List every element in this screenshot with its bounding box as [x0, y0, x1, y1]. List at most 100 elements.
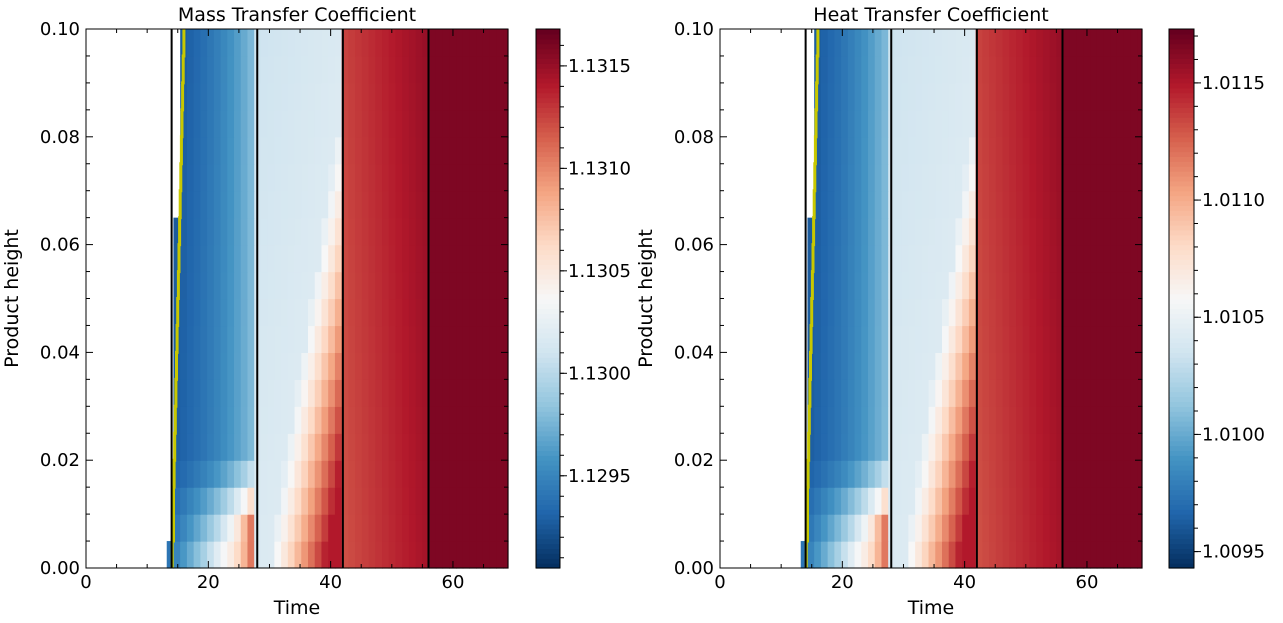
heatmap-cell: [200, 109, 208, 138]
heatmap-cell: [281, 82, 289, 111]
heatmap-cell: [482, 109, 491, 138]
colorbar-segment: [1169, 63, 1194, 69]
heatmap-cell: [1029, 433, 1037, 461]
colorbar-segment: [536, 244, 560, 251]
heatmap-cell: [180, 460, 188, 488]
heatmap-cell: [442, 109, 450, 138]
heatmap-cell: [962, 487, 970, 515]
heatmap-cell: [442, 541, 450, 569]
heatmap-cell: [260, 217, 269, 246]
heatmap-cell: [908, 298, 916, 327]
colorbar-segment: [536, 381, 560, 388]
heatmap-cell: [328, 433, 336, 461]
y-tick-label: 0.02: [40, 450, 80, 471]
heatmap-cell: [921, 109, 930, 138]
colorbar-segment: [1169, 430, 1194, 437]
heatmap-cell: [1036, 29, 1044, 57]
heatmap-cell: [435, 29, 444, 57]
heatmap-cell: [456, 190, 464, 219]
heatmap-cell: [1116, 55, 1125, 84]
heatmap-cell: [1002, 298, 1010, 327]
heatmap-cell: [1083, 433, 1091, 461]
heatmap-cell: [274, 541, 282, 569]
heatmap-cell: [415, 325, 423, 353]
colorbar-segment: [536, 499, 560, 505]
heatmap-cell: [1103, 217, 1111, 246]
heatmap-cell: [820, 109, 829, 138]
heatmap-cell: [1049, 406, 1057, 434]
heatmap-cell: [207, 244, 215, 273]
heatmap-cell: [220, 487, 228, 515]
heatmap-cell: [1036, 136, 1044, 165]
heatmap-cell: [213, 82, 222, 111]
heatmap-cell: [274, 244, 282, 273]
heatmap-cell: [1029, 29, 1037, 57]
heatmap-cell: [429, 136, 437, 165]
heatmap-cell: [348, 109, 356, 138]
x-tick-label: 60: [442, 572, 465, 593]
heatmap-cell: [429, 163, 437, 192]
heatmap-cell: [1002, 460, 1010, 488]
heatmap-cell: [921, 82, 930, 111]
heatmap-cell: [456, 271, 464, 300]
heatmap-cell: [341, 514, 349, 542]
heatmap-cell: [968, 29, 977, 57]
heatmap-cell: [921, 352, 930, 380]
heatmap-cell: [382, 82, 390, 111]
heatmap-cell: [868, 352, 876, 380]
heatmap-cell: [1096, 163, 1105, 192]
heatmap-cell: [874, 244, 883, 273]
heatmap-cell: [314, 109, 323, 138]
heatmap-cell: [348, 487, 356, 515]
heatmap-cell: [449, 460, 457, 488]
colorbar-segment: [536, 293, 560, 300]
heatmap-cell: [180, 271, 188, 300]
heatmap-cell: [841, 217, 849, 246]
heatmap-cell: [415, 487, 423, 515]
heatmap-cell: [1063, 163, 1071, 192]
heatmap-cell: [995, 163, 1004, 192]
heatmap-cell: [476, 163, 484, 192]
heatmap-cell: [1083, 514, 1091, 542]
heatmap-cell: [375, 163, 383, 192]
heatmap-cell: [935, 217, 943, 246]
heatmap-cell: [308, 244, 316, 273]
heatmap-cell: [1137, 514, 1143, 542]
heatmap-cell: [395, 82, 403, 111]
heatmap-cell: [388, 406, 397, 434]
heatmap-cell: [314, 514, 323, 542]
heatmap-cell: [982, 379, 990, 407]
heatmap-cell: [874, 433, 883, 461]
heatmap-cell: [408, 298, 417, 327]
heatmap-cell: [449, 433, 457, 461]
heatmap-cell: [348, 217, 356, 246]
heatmap-cell: [1083, 136, 1091, 165]
heatmap-cell: [227, 487, 235, 515]
heatmap-cell: [321, 82, 329, 111]
heatmap-cell: [948, 352, 957, 380]
heatmap-cell: [213, 379, 222, 407]
heatmap-cell: [341, 109, 349, 138]
heatmap-cell: [314, 136, 323, 165]
heatmap-cell: [868, 271, 876, 300]
colorbar-segment: [536, 435, 560, 442]
heatmap-cell: [968, 244, 977, 273]
heatmap-cell: [341, 325, 349, 353]
heatmap-cell: [435, 406, 444, 434]
heatmap-cell: [915, 55, 923, 84]
heatmap-cell: [402, 163, 410, 192]
heatmap-cell: [294, 82, 302, 111]
heatmap-cell: [355, 82, 363, 111]
heatmap-cell: [456, 163, 464, 192]
heatmap-cell: [301, 460, 309, 488]
heatmap-cell: [1096, 82, 1105, 111]
heatmap-cell: [1103, 55, 1111, 84]
heatmap-cell: [240, 514, 249, 542]
heatmap-cell: [408, 244, 417, 273]
heatmap-cell: [456, 136, 464, 165]
colorbar-segment: [536, 220, 560, 226]
colorbar-segment: [536, 29, 560, 35]
heatmap-cell: [820, 325, 829, 353]
